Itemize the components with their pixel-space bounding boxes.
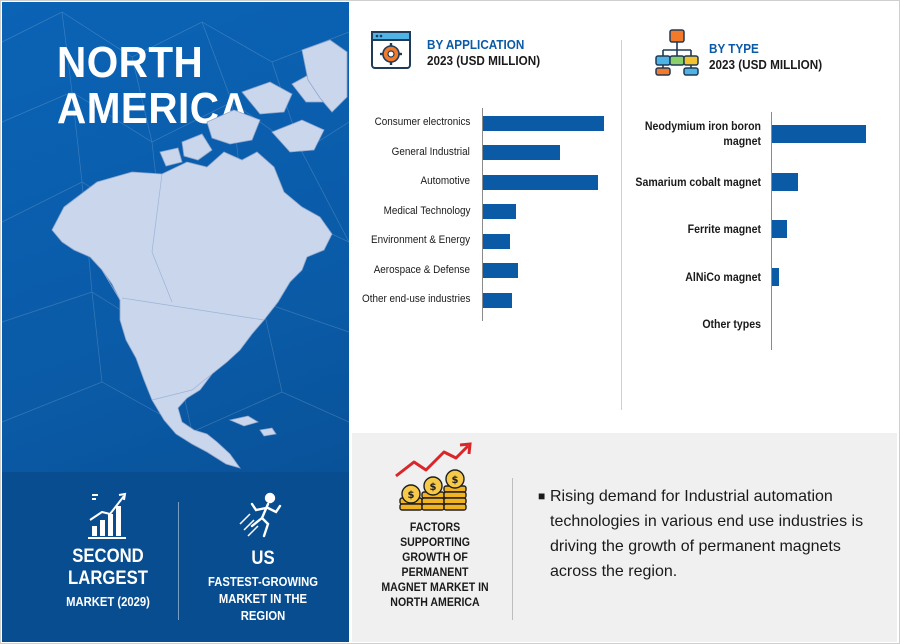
stat-us-line1: FASTEST-GROWING [207, 575, 318, 589]
type-chart-title: BY TYPE 2023 (USD MILLION) [709, 41, 822, 73]
application-bar [483, 292, 513, 308]
coins-growth-icon: $ $ $ [395, 442, 472, 511]
hierarchy-icon [655, 29, 699, 76]
north-america-map [51, 39, 348, 469]
application-category-label: Aerospace & Defense [373, 263, 470, 276]
svg-text:$: $ [408, 490, 415, 501]
application-chart-title-line2: 2023 (USD MILLION) [427, 53, 541, 68]
type-chart-title-line2: 2023 (USD MILLION) [709, 57, 823, 72]
application-category-label: Consumer electronics [374, 116, 470, 128]
type-chart-title-line1: BY TYPE [709, 41, 759, 56]
application-bar [483, 233, 510, 249]
type-bar [772, 267, 779, 286]
factor-item: ■ Rising demand for Industrial automatio… [538, 484, 878, 584]
stat-us-fastest: US FASTEST-GROWING MARKET IN THE REGION [188, 490, 338, 625]
application-category-label: Automotive [420, 175, 470, 187]
stat-second-caption: MARKET (2029) [66, 595, 150, 609]
application-category-label: Environment & Energy [370, 234, 470, 246]
type-category-label: Neodymium iron boron magnet [644, 119, 761, 148]
application-bar [483, 174, 598, 190]
type-category-label: Samarium cobalt magnet [635, 174, 761, 189]
type-category-label: Ferrite magnet [687, 222, 761, 236]
charts-divider [621, 40, 622, 410]
growth-bar-chart-icon [88, 492, 127, 539]
factors-title: FACTORS SUPPORTING GROWTH OF PERMANENT M… [381, 520, 489, 609]
application-category-label: Medical Technology [383, 204, 470, 217]
runner-icon [239, 492, 282, 538]
svg-text:$: $ [430, 482, 437, 493]
type-category-label: AlNiCo magnet [685, 269, 761, 284]
gear-window-icon [371, 31, 411, 69]
svg-text:$: $ [452, 475, 459, 486]
factors-divider [512, 478, 513, 620]
type-category-label: Other types [702, 317, 761, 331]
application-axis-line [482, 108, 483, 321]
stats-divider [178, 502, 179, 620]
stat-second-line2: LARGEST [68, 568, 148, 589]
region-panel: NORTH AMERICA [2, 2, 349, 642]
type-bar [772, 172, 799, 191]
bullet-icon: ■ [538, 489, 546, 503]
factor-item-text: Rising demand for Industrial automation … [550, 488, 864, 580]
application-category-label: Other end-use industries [361, 293, 470, 305]
stats-band [2, 472, 349, 642]
stat-us-line3: REGION [240, 609, 286, 623]
stat-second-largest: SECOND LARGEST MARKET (2029) [40, 490, 176, 611]
application-category-label: General Industrial [391, 145, 470, 158]
application-bar [483, 145, 561, 160]
application-bar [483, 204, 516, 219]
application-bar [483, 263, 519, 278]
stat-second-line1: SECOND [72, 546, 144, 567]
application-chart-title-line1: BY APPLICATION [427, 37, 525, 52]
application-bar [483, 115, 604, 131]
factors-panel [352, 433, 897, 642]
region-title-line1: NORTH [57, 38, 204, 87]
application-chart-title: BY APPLICATION 2023 (USD MILLION) [427, 37, 540, 69]
stat-us-title: US [251, 548, 275, 569]
type-bar [772, 125, 866, 143]
type-axis-line [771, 112, 772, 350]
type-bar [772, 220, 788, 238]
stat-us-line2: MARKET IN THE [218, 592, 308, 606]
